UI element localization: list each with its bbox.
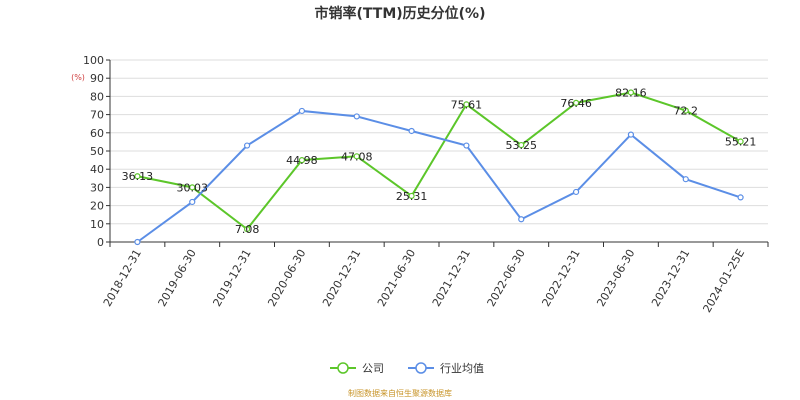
- y-tick-label: 60: [90, 127, 104, 140]
- data-point[interactable]: [134, 173, 141, 180]
- legend-label: 公司: [362, 362, 384, 375]
- legend-marker: [415, 362, 427, 374]
- y-tick-label: 90: [90, 72, 104, 85]
- y-tick-label: 50: [90, 145, 104, 158]
- y-tick-label: 20: [90, 200, 104, 213]
- chart-title: 市销率(TTM)历史分位(%): [315, 5, 486, 22]
- legend-item[interactable]: 公司: [330, 362, 384, 375]
- y-tick-labels: 0 10 20 30 40 50 60 70 80 90 100: [83, 54, 104, 249]
- x-tick-label: 2023-06-30: [594, 247, 637, 309]
- legend-marker: [337, 362, 349, 374]
- data-label: 44.98: [286, 154, 318, 167]
- x-tick-label: 2020-12-31: [320, 247, 363, 309]
- data-point[interactable]: [682, 107, 689, 114]
- data-point[interactable]: [737, 138, 744, 145]
- data-labels: 36.13 30.03 7.08 44.98 47.08 25.31 75.61 53.25 7…: [122, 86, 757, 236]
- data-point[interactable]: [243, 226, 251, 233]
- data-point[interactable]: [627, 89, 635, 96]
- data-point[interactable]: [518, 216, 525, 223]
- x-tick-label: 2019-12-31: [210, 247, 253, 309]
- data-point[interactable]: [408, 192, 415, 200]
- data-label: 25.31: [396, 190, 428, 203]
- data-label: 75.61: [451, 98, 483, 111]
- data-point[interactable]: [189, 184, 196, 191]
- data-point[interactable]: [408, 127, 415, 135]
- y-tick-label: 0: [97, 236, 104, 249]
- data-point[interactable]: [353, 113, 360, 120]
- data-label: 30.03: [177, 181, 209, 194]
- data-point[interactable]: [572, 188, 580, 196]
- y-axis-unit: (%): [71, 73, 85, 82]
- legend-item[interactable]: 行业均值: [408, 362, 484, 375]
- source-note: 制图数据来自恒生聚源数据库: [348, 388, 452, 398]
- data-point[interactable]: [134, 238, 141, 246]
- data-point[interactable]: [682, 176, 689, 183]
- y-tick-label: 70: [90, 109, 104, 122]
- y-tick-label: 40: [90, 163, 104, 176]
- data-label: 53.25: [506, 139, 538, 152]
- x-tick-label: 2022-12-31: [539, 247, 582, 309]
- data-label: 76.46: [560, 97, 592, 110]
- x-tick-label: 2023-12-31: [649, 247, 692, 309]
- x-tick-label: 2021-12-31: [430, 247, 473, 309]
- data-label: 36.13: [122, 170, 154, 183]
- x-tick-labels: 2018-12-31 2019-06-30 2019-12-31 2020-06-30…: [101, 247, 747, 315]
- data-point[interactable]: [353, 153, 360, 160]
- x-tick-label: 2018-12-31: [101, 247, 144, 309]
- data-label: 72.2: [674, 105, 699, 118]
- data-point[interactable]: [298, 107, 306, 115]
- data-label: 82.16: [615, 86, 647, 99]
- x-tick-label: 2020-06-30: [265, 247, 308, 309]
- series-line: [136, 109, 741, 243]
- data-point[interactable]: [243, 142, 251, 149]
- data-point[interactable]: [298, 157, 306, 164]
- legend-label: 行业均值: [440, 362, 484, 375]
- legend[interactable]: 公司 行业均值: [330, 362, 484, 375]
- data-point[interactable]: [572, 99, 580, 106]
- series-line: [137, 91, 742, 231]
- data-label: 55.21: [725, 136, 757, 149]
- data-point[interactable]: [627, 131, 635, 138]
- data-point[interactable]: [463, 101, 470, 108]
- series-group: [134, 89, 744, 246]
- data-point[interactable]: [189, 198, 196, 206]
- y-tick-label: 100: [83, 54, 104, 67]
- y-tick-label: 10: [90, 218, 104, 231]
- data-point[interactable]: [518, 141, 525, 149]
- axes: [106, 59, 769, 247]
- x-tick-label: 2019-06-30: [156, 247, 199, 309]
- x-tick-label: 2021-06-30: [375, 247, 418, 309]
- x-tick-label: 2024-01-25E: [700, 247, 747, 315]
- data-label: 7.08: [235, 223, 260, 236]
- data-label: 47.08: [341, 150, 373, 163]
- y-tick-label: 30: [90, 181, 104, 194]
- data-point[interactable]: [463, 142, 470, 149]
- y-tick-label: 80: [90, 90, 104, 103]
- data-point[interactable]: [737, 194, 744, 201]
- x-tick-label: 2022-06-30: [485, 247, 528, 309]
